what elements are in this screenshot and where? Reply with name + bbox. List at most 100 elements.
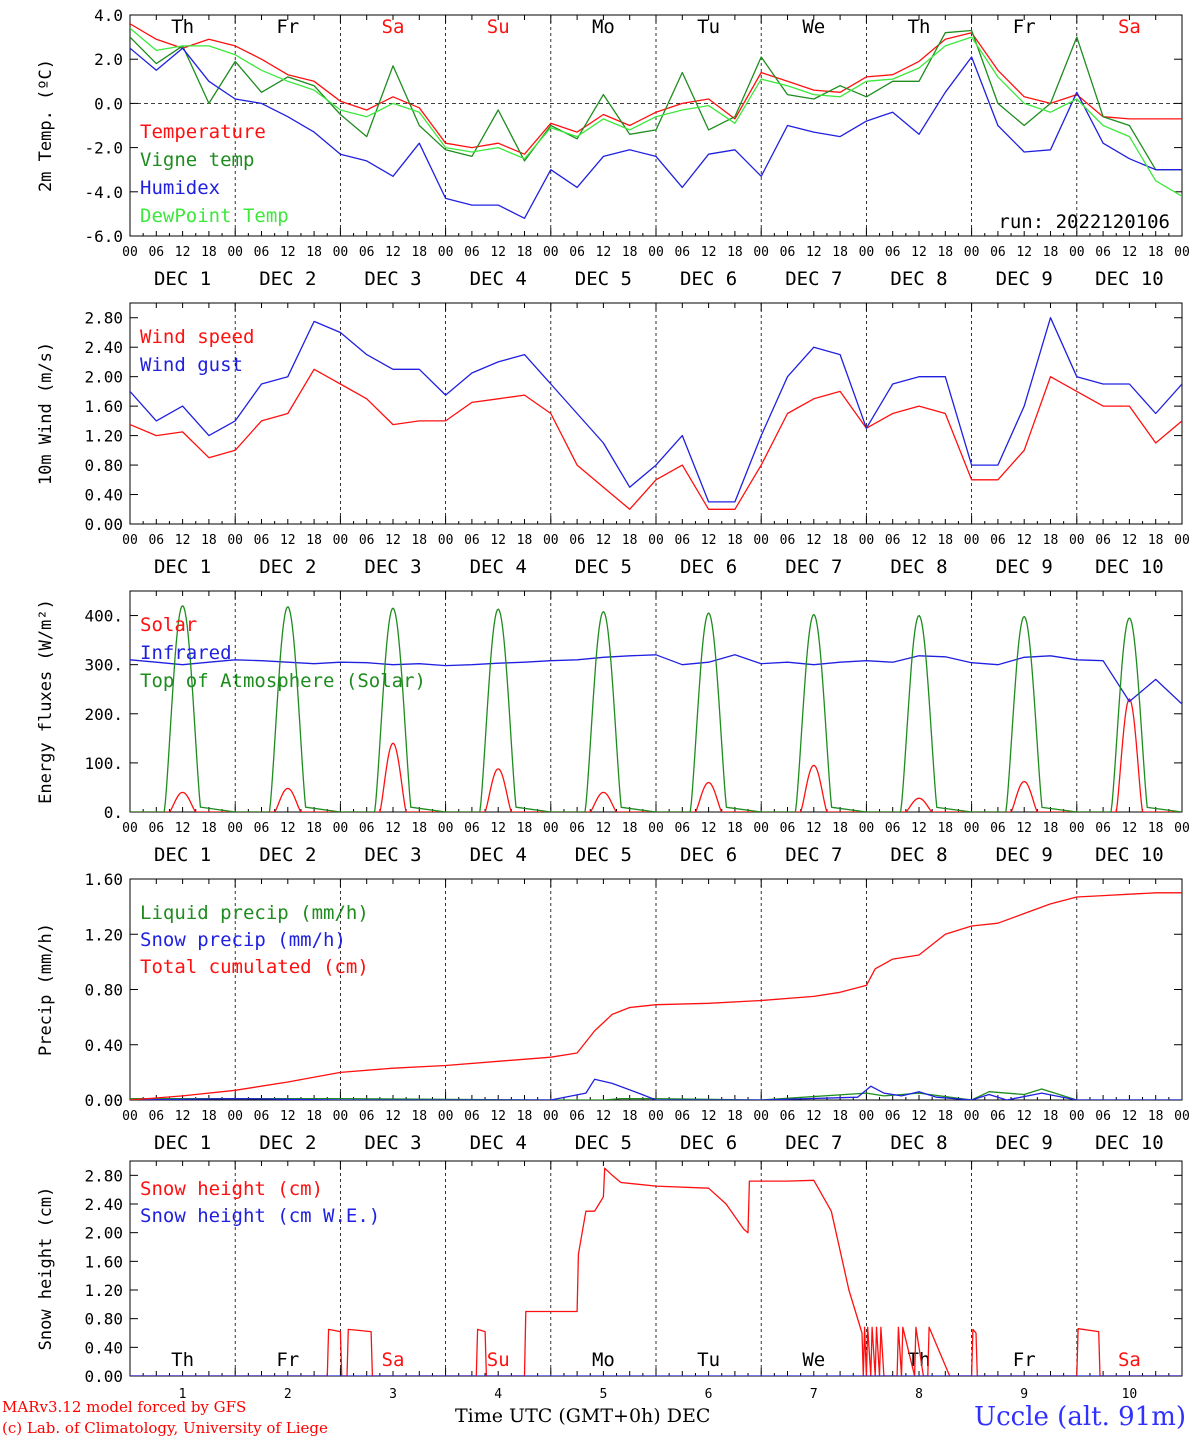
y-tick-label: 0.80 [84,1310,123,1329]
hour-tick-label: 12 [596,821,612,836]
date-label: DEC 3 [364,1132,421,1154]
hour-tick-label: 18 [201,1109,217,1124]
date-label: DEC 4 [470,844,527,866]
y-tick-label: 100. [84,754,123,773]
hour-tick-label: 06 [359,245,375,260]
hour-tick-label: 00 [333,821,349,836]
y-tick-label: 1.20 [84,427,123,446]
hour-tick-label: 18 [517,245,533,260]
date-label: DEC 4 [470,1132,527,1154]
y-tick-label: 2.0 [94,50,123,69]
hour-tick-label: 06 [780,533,796,548]
y-tick-label: 0.00 [84,1091,123,1110]
hour-tick-label: 18 [1043,245,1059,260]
hour-tick-label: 06 [990,533,1006,548]
hour-tick-label: 00 [859,821,875,836]
y-tick-label: 1.20 [84,925,123,944]
weekday-label: Tu [697,1349,720,1371]
run-label: run: 2022120106 [998,211,1170,233]
weekday-label: Sa [1118,16,1141,38]
hour-tick-label: 06 [1095,533,1111,548]
hour-tick-label: 18 [1043,821,1059,836]
hour-tick-label: 12 [1016,245,1032,260]
y-tick-label: 0.0 [94,94,123,113]
y-tick-label: 200. [84,705,123,724]
hour-tick-label: 00 [648,245,664,260]
hour-tick-label: 00 [227,245,243,260]
legend-entry: Total cumulated (cm) [140,956,369,978]
weekday-label: Sa [1118,1349,1141,1371]
hour-tick-label: 12 [596,1109,612,1124]
hour-tick-label: 18 [937,1109,953,1124]
hour-tick-label: 00 [753,821,769,836]
hour-tick-label: 18 [937,533,953,548]
legend-entry: Temperature [140,121,266,143]
hour-tick-label: 06 [990,1109,1006,1124]
legend-entry: Humidex [140,177,220,199]
y-axis-label: Snow height (cm) [36,1187,56,1351]
hour-tick-label: 12 [911,245,927,260]
date-label: DEC 5 [575,844,632,866]
panel-5: 2.80 2.40 2.00 1.60 1.20 0.80 0.40 0.00 Snow hei… [36,1160,1183,1402]
hour-tick-label: 18 [306,245,322,260]
hour-tick-label: 00 [122,245,138,260]
weekday-label: Mo [592,1349,615,1371]
hour-tick-label: 12 [385,1109,401,1124]
hour-tick-label: 00 [1174,1109,1190,1124]
hour-tick-label: 18 [306,533,322,548]
y-tick-label: -6.0 [84,227,123,246]
hour-tick-label: 18 [411,245,427,260]
date-label: DEC 7 [785,268,842,290]
hour-tick-label: 00 [438,533,454,548]
y-tick-label: 4.0 [94,6,123,25]
hour-tick-label: 06 [885,245,901,260]
day-number-label: 10 [1122,1387,1138,1402]
panel-3: 400. 300. 200. 100. 0. Energy fluxes (W/m²) 00… [36,590,1190,866]
series-line-snow-height-cm- [130,1167,1182,1376]
hour-tick-label: 06 [464,245,480,260]
hour-tick-label: 06 [885,821,901,836]
legend-entry: Vigne temp [140,149,254,171]
hour-tick-label: 00 [122,533,138,548]
hour-tick-label: 18 [306,1109,322,1124]
hour-tick-label: 00 [1069,533,1085,548]
hour-tick-label: 00 [543,245,559,260]
hour-tick-label: 00 [1069,1109,1085,1124]
hour-tick-label: 12 [806,1109,822,1124]
hour-tick-label: 18 [937,245,953,260]
hour-tick-label: 06 [464,533,480,548]
hour-tick-label: 12 [911,1109,927,1124]
series-line-top-of-atmosphere-solar- [130,605,1182,812]
y-tick-label: 2.40 [84,1195,123,1214]
hour-tick-label: 06 [569,1109,585,1124]
y-tick-label: 2.80 [84,309,123,328]
footer-model-text: MARv3.12 model forced by GFS [2,1398,247,1416]
date-label: DEC 1 [154,844,211,866]
weekday-label: Sa [382,1349,405,1371]
legend-entry: Snow height (cm) [140,1178,323,1200]
hour-tick-label: 00 [1069,821,1085,836]
legend-entry: DewPoint Temp [140,205,289,227]
y-tick-label: 2.00 [84,368,123,387]
time-axis-label: Time UTC (GMT+0h) DEC [455,1405,711,1427]
hour-tick-label: 06 [674,821,690,836]
hour-tick-label: 00 [438,821,454,836]
hour-tick-label: 12 [175,1109,191,1124]
date-label: DEC 4 [470,556,527,578]
hour-tick-label: 06 [254,821,270,836]
hour-tick-label: 00 [333,245,349,260]
hour-tick-label: 12 [490,1109,506,1124]
weekday-label: Fr [276,1349,299,1371]
date-label: DEC 6 [680,844,737,866]
hour-tick-label: 18 [517,821,533,836]
hour-tick-label: 06 [569,245,585,260]
date-label: DEC 9 [996,844,1053,866]
series-line-infrared [130,654,1182,705]
date-label: DEC 1 [154,556,211,578]
hour-tick-label: 00 [122,1109,138,1124]
weekday-label: Th [171,1349,194,1371]
hour-tick-label: 06 [1095,821,1111,836]
hour-tick-label: 06 [464,821,480,836]
hour-tick-label: 06 [254,533,270,548]
